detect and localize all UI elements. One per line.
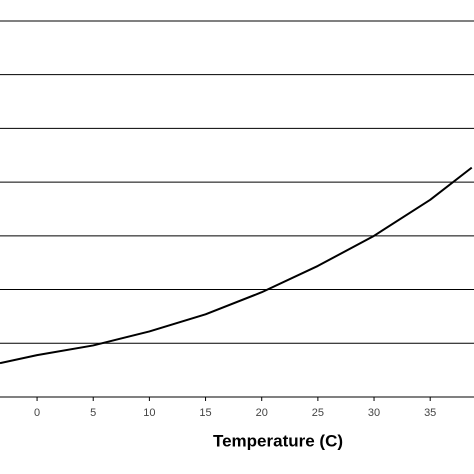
x-axis-title: Temperature (C): [213, 431, 343, 450]
x-tick-label: 10: [143, 407, 155, 419]
x-tick-label: 0: [34, 407, 40, 419]
x-tick-label: 5: [90, 407, 96, 419]
x-tick-label: 20: [256, 407, 268, 419]
x-tick-label: 15: [199, 407, 211, 419]
x-tick-label: 30: [368, 407, 380, 419]
data-line: [0, 166, 473, 365]
x-tick-label: 35: [424, 407, 436, 419]
x-tick-label: 25: [312, 407, 324, 419]
